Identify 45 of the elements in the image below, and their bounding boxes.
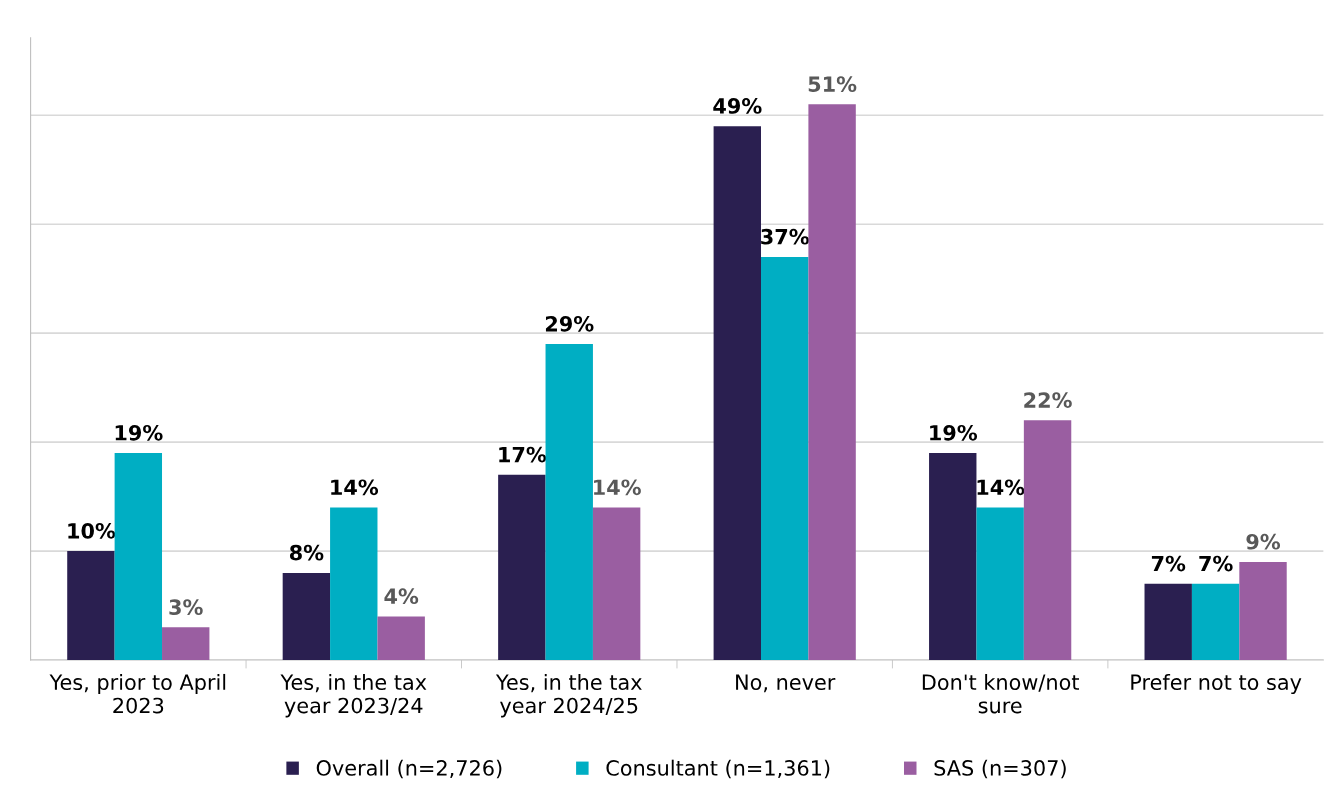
data-label: 10% [68, 522, 116, 539]
data-label: 14% [594, 479, 641, 496]
bar [114, 453, 163, 661]
bar [1023, 420, 1072, 661]
bar [67, 551, 115, 661]
legend-label: Overall (n=2,726) [316, 759, 502, 779]
bar [929, 453, 977, 661]
legend-label: SAS (n=307) [934, 759, 1066, 779]
x-tick-label: Don't know/not sure [922, 673, 1080, 714]
data-label: 9% [1246, 533, 1281, 550]
x-tick-label: No, never [736, 674, 836, 693]
bar [377, 616, 425, 661]
data-label: 3% [169, 599, 203, 615]
x-tick-label: Yes, prior to April 2023 [49, 673, 226, 714]
data-label: 19% [115, 424, 163, 441]
legend-label: Consultant (n=1,361) [606, 759, 830, 779]
data-label: 14% [977, 479, 1025, 496]
data-label: 37% [761, 228, 809, 245]
bar [761, 256, 809, 661]
bar [282, 572, 331, 661]
data-label: 7% [1151, 555, 1186, 572]
data-label: 29% [545, 315, 594, 332]
bar [1191, 583, 1240, 661]
data-label: 22% [1024, 392, 1072, 408]
data-label: 19% [930, 424, 978, 441]
data-label: 51% [808, 76, 857, 92]
data-label: 4% [384, 588, 419, 605]
x-tick-label: Yes, in the tax year 2024/25 [495, 673, 642, 718]
data-label: 14% [331, 479, 379, 496]
bar [976, 507, 1024, 661]
data-label: 49% [713, 98, 762, 114]
bar [808, 104, 856, 661]
bar [713, 126, 761, 661]
data-label: 17% [499, 446, 547, 463]
bar [162, 627, 210, 661]
x-tick-label: Prefer not to say [1131, 673, 1302, 695]
bar [1239, 561, 1287, 661]
data-label: 8% [289, 544, 324, 561]
bar [330, 507, 378, 661]
bar [545, 344, 593, 661]
bar [1144, 583, 1192, 661]
bar [498, 474, 546, 661]
bar [592, 507, 641, 661]
data-label: 7% [1199, 555, 1233, 572]
x-tick-label: Yes, in the tax year 2023/24 [280, 673, 427, 718]
